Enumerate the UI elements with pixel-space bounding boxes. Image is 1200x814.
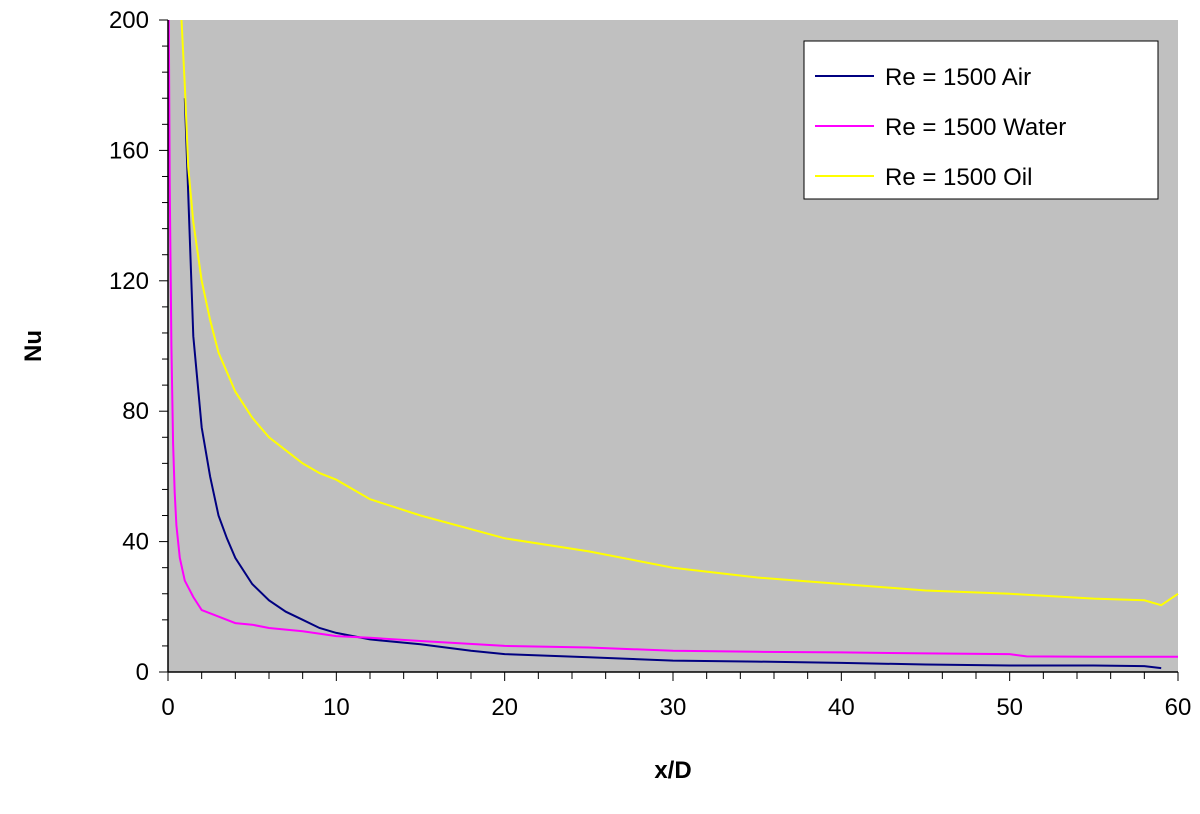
x-tick-label: 30	[660, 694, 687, 721]
y-tick-label: 40	[122, 529, 149, 556]
legend: Re = 1500 Air Re = 1500 Water Re = 1500 Oi…	[803, 40, 1159, 200]
y-tick-label: 120	[109, 268, 149, 295]
y-tick-label: 0	[136, 659, 149, 686]
legend-label-3: Re = 1500 Oil	[885, 164, 1032, 191]
x-tick-label: 40	[828, 694, 855, 721]
y-tick-label: 80	[122, 398, 149, 425]
series-line-3	[180, 19, 1179, 607]
legend-box	[803, 40, 1159, 200]
x-tick-label: 10	[323, 694, 350, 721]
y-tick-label: 160	[109, 137, 149, 164]
x-axis-title: x/D	[654, 757, 691, 784]
y-axis-title: Nu	[20, 330, 47, 362]
x-tick-label: 60	[1165, 694, 1192, 721]
x-tick-label: 0	[161, 694, 174, 721]
legend-label-2: Re = 1500 Water	[885, 114, 1066, 141]
x-tick-label: 50	[996, 694, 1023, 721]
x-tick-label: 20	[491, 694, 518, 721]
y-tick-label: 200	[109, 7, 149, 34]
legend-label-1: Re = 1500 Air	[885, 64, 1031, 91]
series-line-2	[167, 19, 1178, 658]
axis-layer: 0 10 20 30 40 50 60 0 40 80 120 160 200	[109, 7, 1191, 721]
series-layer	[167, 19, 1179, 670]
